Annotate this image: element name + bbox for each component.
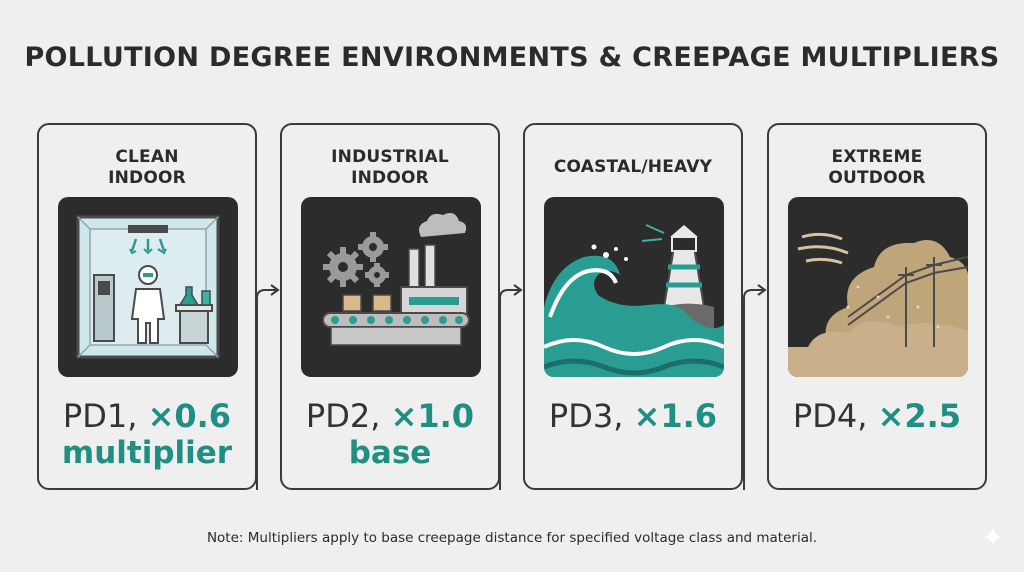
card-title-line1: CLEAN	[115, 147, 179, 167]
footnote: Note: Multipliers apply to base creepage…	[206, 530, 818, 546]
pd-label: PD2,	[305, 397, 391, 435]
pd-label: PD3,	[548, 397, 634, 435]
card-title: CLEAN INDOOR	[39, 147, 255, 189]
arrow-connector-2	[499, 284, 523, 490]
card-value: PD1, ×0.6 multiplier	[39, 397, 255, 471]
card-value: PD4, ×2.5	[769, 397, 985, 435]
card-title: EXTREME OUTDOOR	[769, 147, 985, 189]
card-clean-indoor: CLEAN INDOOR PD1, ×0.6 multi	[37, 123, 257, 490]
multiplier-value: ×2.5	[877, 397, 962, 435]
card-value: PD2, ×1.0 base	[282, 397, 498, 471]
card-title-line1: INDUSTRIAL	[331, 147, 449, 167]
cleanroom-icon	[58, 197, 238, 377]
multiplier-caption: base	[348, 435, 432, 471]
card-title-line1: EXTREME	[831, 147, 923, 167]
card-title: INDUSTRIAL INDOOR	[282, 147, 498, 189]
card-title: COASTAL/HEAVY	[525, 157, 741, 178]
card-title-line2: OUTDOOR	[828, 168, 926, 188]
arrow-connector-3	[743, 284, 767, 490]
arrow-connector-1	[256, 284, 280, 490]
card-industrial-indoor: INDUSTRIAL INDOOR	[280, 123, 500, 490]
multiplier-value: ×1.6	[633, 397, 718, 435]
card-coastal-heavy: COASTAL/HEAVY PD3, ×1.6	[523, 123, 743, 490]
sparkle-icon	[983, 527, 1003, 547]
multiplier-value: ×1.0	[390, 397, 475, 435]
factory-icon	[301, 197, 481, 377]
pd-label: PD4,	[792, 397, 878, 435]
page-title: POLLUTION DEGREE ENVIRONMENTS & CREEPAGE…	[24, 42, 1000, 73]
multiplier-value: ×0.6	[147, 397, 232, 435]
coastal-wave-icon	[544, 197, 724, 377]
card-value: PD3, ×1.6	[525, 397, 741, 435]
multiplier-caption: multiplier	[61, 435, 233, 471]
pd-label: PD1,	[62, 397, 148, 435]
card-extreme-outdoor: EXTREME OUTDOOR PD4, ×2.5	[767, 123, 987, 490]
card-title-line2: INDOOR	[108, 168, 186, 188]
dust-storm-icon	[788, 197, 968, 377]
card-title-line1: COASTAL/HEAVY	[553, 157, 713, 177]
card-title-line2: INDOOR	[351, 168, 429, 188]
